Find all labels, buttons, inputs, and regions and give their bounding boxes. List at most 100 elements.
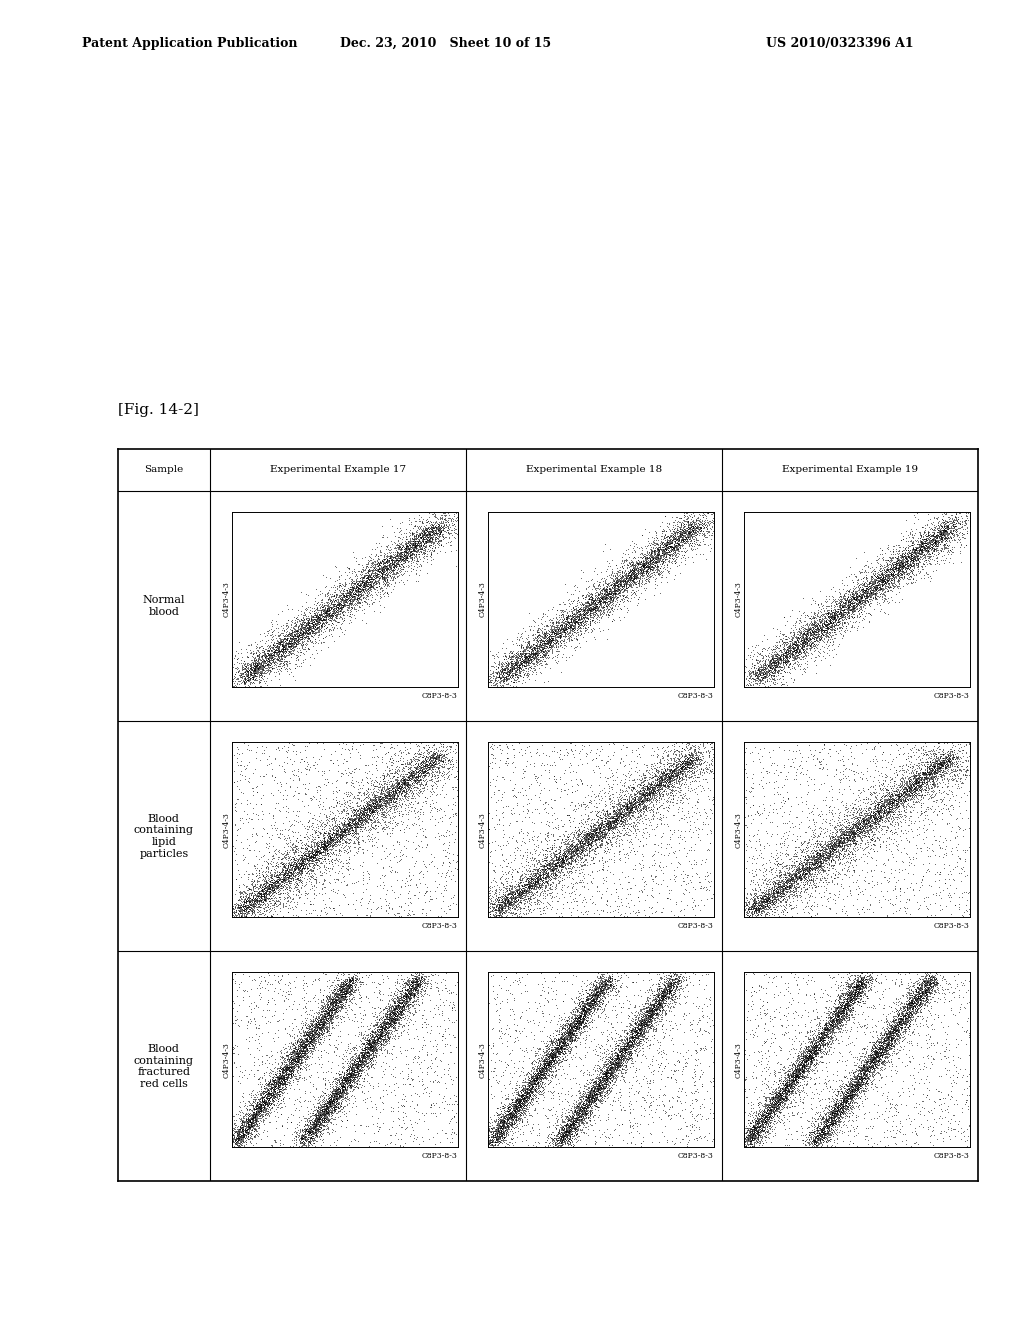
Point xyxy=(813,627,829,648)
Point xyxy=(951,763,968,784)
Point xyxy=(667,545,683,566)
Point xyxy=(684,759,700,780)
Point xyxy=(632,1023,648,1044)
Point xyxy=(736,1123,753,1144)
Point xyxy=(611,805,628,826)
Point xyxy=(506,887,522,908)
Point xyxy=(907,981,924,1002)
Point xyxy=(630,796,646,817)
Point xyxy=(883,1030,899,1051)
Point xyxy=(585,618,601,639)
Point xyxy=(896,896,912,917)
Point xyxy=(820,1034,837,1055)
Point xyxy=(794,630,810,651)
Point xyxy=(305,612,322,634)
Point xyxy=(268,853,285,874)
Point xyxy=(899,997,915,1018)
Point xyxy=(801,1041,817,1063)
Point xyxy=(341,595,357,616)
Point xyxy=(305,826,322,847)
Point xyxy=(404,539,421,560)
Point xyxy=(848,1080,864,1101)
Point xyxy=(303,609,319,630)
Point xyxy=(255,656,271,677)
Point xyxy=(264,651,281,672)
Point xyxy=(597,579,613,601)
Point xyxy=(937,756,953,777)
Point xyxy=(416,755,432,776)
Point xyxy=(620,565,636,586)
Point xyxy=(608,579,625,601)
Point xyxy=(532,830,549,851)
Point xyxy=(686,513,702,535)
Point xyxy=(322,1088,338,1109)
Point xyxy=(896,545,912,566)
Point xyxy=(664,550,680,572)
Point xyxy=(550,1035,566,1056)
Point xyxy=(926,972,942,993)
Point xyxy=(265,1082,282,1104)
Point xyxy=(351,1043,368,1064)
Point xyxy=(916,535,933,556)
Point xyxy=(610,886,627,907)
Point xyxy=(932,520,948,541)
Point xyxy=(559,1044,575,1065)
Point xyxy=(572,1109,589,1130)
Point xyxy=(649,797,666,818)
Point xyxy=(941,741,957,762)
Point xyxy=(635,1011,651,1032)
Point xyxy=(295,854,311,875)
Point xyxy=(585,886,601,907)
Point xyxy=(759,1110,775,1131)
Point xyxy=(523,1071,540,1092)
Point xyxy=(824,602,841,623)
Point xyxy=(270,1089,287,1110)
Point xyxy=(869,1031,886,1052)
Point xyxy=(772,649,788,671)
Point xyxy=(559,1109,575,1130)
Point xyxy=(299,615,315,636)
Point xyxy=(606,1060,623,1081)
Point xyxy=(441,756,458,777)
Point xyxy=(411,533,427,554)
Point xyxy=(685,764,701,785)
Point xyxy=(248,660,264,681)
Point xyxy=(412,973,428,994)
Point xyxy=(599,1071,615,1092)
Point xyxy=(887,785,903,807)
Point xyxy=(620,800,636,821)
Point xyxy=(841,985,857,1006)
Point xyxy=(886,561,902,582)
Point xyxy=(370,556,386,577)
Point xyxy=(898,1012,914,1034)
Point xyxy=(311,609,328,630)
Point xyxy=(871,565,888,586)
Point xyxy=(332,986,348,1007)
Point xyxy=(337,1078,353,1100)
Point xyxy=(618,562,635,583)
Point xyxy=(406,750,422,771)
Point xyxy=(868,1034,885,1055)
Point xyxy=(900,994,916,1015)
Point xyxy=(580,879,596,900)
Point xyxy=(443,756,460,777)
Point xyxy=(664,536,680,557)
Point xyxy=(375,558,391,579)
Point xyxy=(334,991,350,1012)
Point xyxy=(578,998,594,1019)
Point xyxy=(559,610,575,631)
Point xyxy=(302,1031,318,1052)
Point xyxy=(279,1048,295,1069)
Point xyxy=(609,1051,626,1072)
Point xyxy=(884,784,900,805)
Point xyxy=(293,618,309,639)
Point xyxy=(546,623,562,644)
Point xyxy=(913,981,930,1002)
Point xyxy=(358,1047,375,1068)
Point xyxy=(388,545,404,566)
Point xyxy=(662,1097,678,1118)
Point xyxy=(865,799,882,820)
Point xyxy=(659,762,676,783)
Point xyxy=(783,639,800,660)
Point xyxy=(599,1007,615,1028)
